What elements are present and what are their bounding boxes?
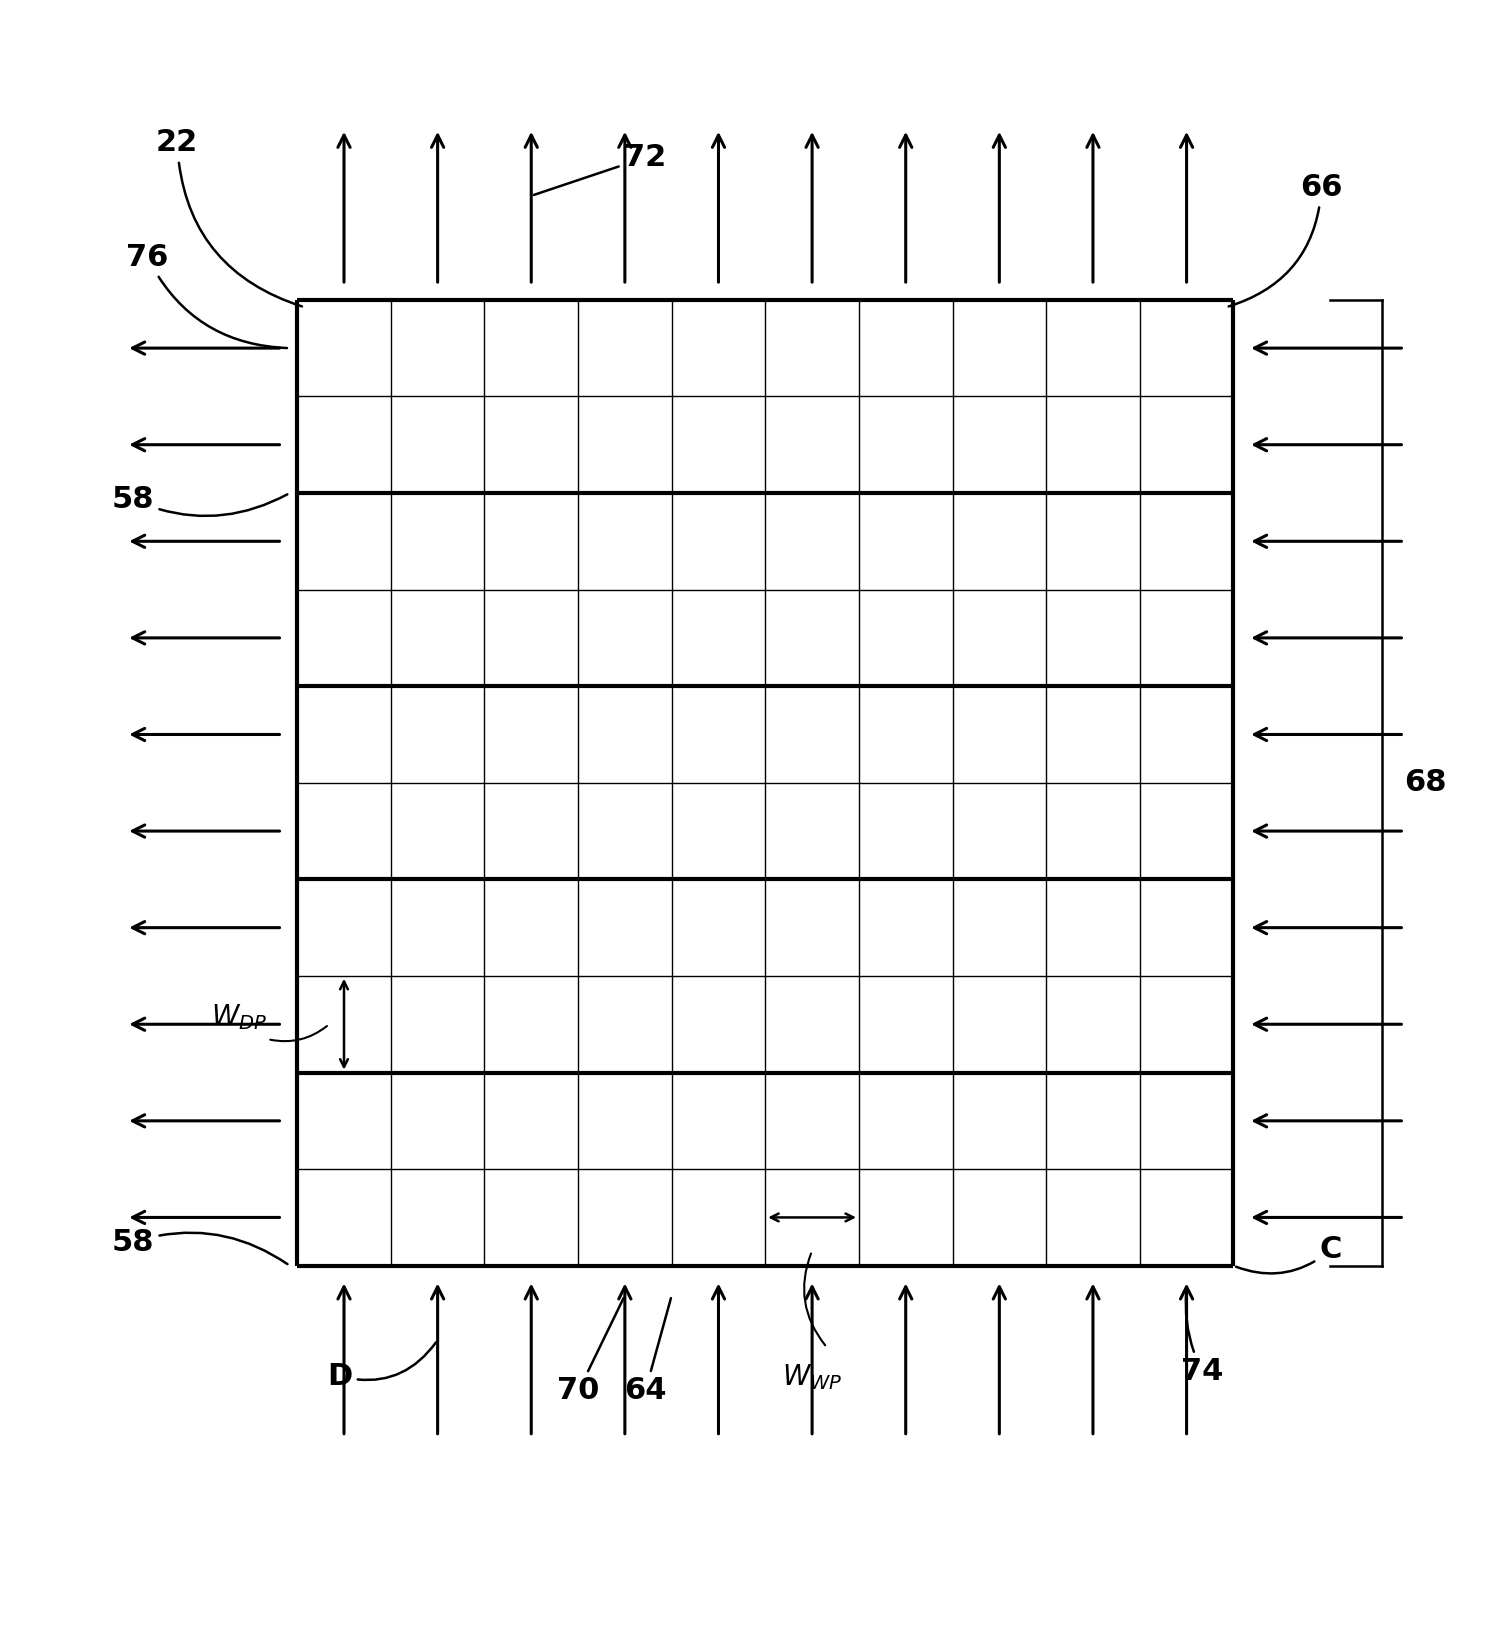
Text: 74: 74	[1181, 1290, 1224, 1386]
Text: 58: 58	[111, 1228, 287, 1264]
Text: 68: 68	[1404, 769, 1447, 798]
Text: D: D	[327, 1342, 435, 1391]
Text: C: C	[1236, 1235, 1342, 1274]
Text: $W_{DP}$: $W_{DP}$	[211, 1003, 267, 1032]
Text: $W_{WP}$: $W_{WP}$	[782, 1362, 843, 1393]
Text: 76: 76	[126, 242, 287, 348]
Text: 66: 66	[1229, 172, 1343, 307]
Text: 22: 22	[156, 128, 302, 307]
Text: 64: 64	[624, 1298, 672, 1406]
Text: 58: 58	[111, 484, 287, 517]
Text: 72: 72	[533, 143, 666, 195]
Text: 70: 70	[557, 1298, 624, 1406]
